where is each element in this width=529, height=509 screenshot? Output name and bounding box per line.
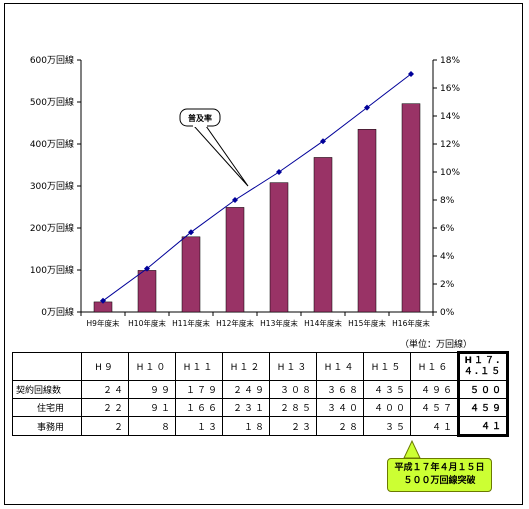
table-cell-h17: ４１ xyxy=(457,416,509,437)
y-right-tick-label: 10% xyxy=(440,168,460,178)
y-right-tick-label: 14% xyxy=(440,112,460,122)
table-cell: ３５ xyxy=(363,416,411,436)
table-cell: ３４０ xyxy=(316,398,364,417)
x-tick-label: H14年度末 xyxy=(304,318,342,328)
table-cell-h17: ５００ xyxy=(457,380,509,399)
y-right-tick-label: 18% xyxy=(440,56,460,66)
table-cell: ２４ xyxy=(81,380,129,399)
header-cell: H１３ xyxy=(269,352,317,381)
table-cell: ２２ xyxy=(81,398,129,417)
x-tick-label: H11年度末 xyxy=(172,318,210,328)
x-tick-label: H15年度末 xyxy=(348,318,386,328)
table-cell: ３０８ xyxy=(269,380,317,399)
bar xyxy=(313,157,333,313)
table-cell-h17: ４５９ xyxy=(457,398,509,417)
x-tick-label: H16年度末 xyxy=(392,318,430,328)
y-left-tick-label: 300万回線 xyxy=(30,180,74,192)
table-header-row: H９ H１０ H１１ H１２ H１３ H１４ H１５ H１６ H１７. ４.１５ xyxy=(12,351,509,381)
line-point xyxy=(144,265,150,272)
y-right-tick-label: 4% xyxy=(440,252,455,262)
y-right-tick-label: 16% xyxy=(440,84,460,94)
table-cell: ９９ xyxy=(128,380,176,399)
chart: 0万回線 100万回線 200万回線 300万回線 400万回線 500万回線 600万回線… xyxy=(30,54,461,328)
figure-frame xyxy=(4,3,523,505)
callout-line-1: 平成１７年４月１５日 xyxy=(394,463,485,473)
x-tick-label: H10年度末 xyxy=(128,318,166,328)
table-cell: ４５７ xyxy=(410,398,459,417)
y-right-tick-label: 2% xyxy=(440,280,455,290)
annotation-join xyxy=(193,124,207,127)
header-cell: H１０ xyxy=(128,352,176,381)
bar xyxy=(357,129,377,313)
table-cell: ２４９ xyxy=(222,380,270,399)
y-right-tick-label: 8% xyxy=(440,196,455,206)
table-cell: １６６ xyxy=(175,398,223,417)
line-point xyxy=(100,297,106,304)
y-left-tick-label: 500万回線 xyxy=(30,96,74,108)
x-tick-label: H12年度末 xyxy=(216,318,254,328)
callout-line-2: ５００万回線突破 xyxy=(403,476,476,486)
row-label: 契約回線数 xyxy=(12,380,82,399)
row-label: 事務用 xyxy=(12,416,82,436)
row-label: 住宅用 xyxy=(12,398,82,417)
y-left-tick-label: 0万回線 xyxy=(41,306,74,318)
x-tick-label: H13年度末 xyxy=(260,318,298,328)
x-tick-label: H9年度末 xyxy=(87,318,120,328)
bar xyxy=(225,207,245,313)
data-table: H９ H１０ H１１ H１２ H１３ H１４ H１５ H１６ H１７. ４.１５… xyxy=(12,351,509,437)
table-unit-note: （単位：万回線） xyxy=(400,340,473,350)
line-point xyxy=(232,197,238,203)
line-point xyxy=(188,229,194,236)
table-cell: ４００ xyxy=(363,398,411,417)
bar xyxy=(401,103,421,313)
table-cell: ２ xyxy=(81,416,129,436)
table-row: 住宅用 ２２ ９１ １６６ ２３１ ２８５ ３４０ ４００ ４５７ ４５９ xyxy=(12,398,509,417)
bar xyxy=(269,182,289,313)
table-corner xyxy=(12,352,82,381)
table-cell: ２３１ xyxy=(222,398,270,417)
table-cell: ４９６ xyxy=(410,380,459,399)
y-left-tick-label: 400万回線 xyxy=(30,138,74,150)
table-cell: ８ xyxy=(128,416,176,436)
y-right-tick-label: 12% xyxy=(440,140,460,150)
y-right-tick-label: 6% xyxy=(440,224,455,234)
table-cell: １８ xyxy=(222,416,270,436)
table-cell: ４３５ xyxy=(363,380,411,399)
header-cell: H１１ xyxy=(175,352,223,381)
table-cell: ３６８ xyxy=(316,380,364,399)
y-left-tick-label: 600万回線 xyxy=(30,54,74,66)
table-cell: １７９ xyxy=(175,380,223,399)
line-series-penetration-rate xyxy=(102,73,412,302)
header-cell: H１２ xyxy=(222,352,270,381)
header-cell: H１５ xyxy=(363,352,411,381)
header-cell-h17: H１７. ４.１５ xyxy=(457,351,509,381)
annotation-pointer xyxy=(192,125,249,187)
table-cell: ２８５ xyxy=(269,398,317,417)
table-row: 事務用 ２ ８ １３ １８ ２３ ２８ ３５ ４１ ４１ xyxy=(12,416,509,437)
annotation-label: 普及率 xyxy=(188,113,212,123)
table-cell: ２３ xyxy=(269,416,317,436)
milestone-callout: 平成１７年４月１５日 ５００万回線突破 xyxy=(387,458,492,492)
line-point xyxy=(276,169,282,175)
y-left-tick-label: 100万回線 xyxy=(30,264,74,276)
table-cell: ４１ xyxy=(410,416,459,436)
bar xyxy=(181,236,201,313)
table-cell: １３ xyxy=(175,416,223,436)
line-point xyxy=(320,138,326,145)
table-cell: ２８ xyxy=(316,416,364,436)
table-row: 契約回線数 ２４ ９９ １７９ ２４９ ３０８ ３６８ ４３５ ４９６ ５００ xyxy=(12,380,509,399)
header-cell: H１４ xyxy=(316,352,364,381)
bar xyxy=(137,270,157,313)
line-point xyxy=(408,71,414,77)
line-point xyxy=(364,104,370,111)
header-cell: H１６ xyxy=(410,352,459,381)
header-cell: H９ xyxy=(81,352,129,381)
table-cell: ９１ xyxy=(128,398,176,417)
y-right-tick-label: 0% xyxy=(440,308,455,318)
y-left-tick-label: 200万回線 xyxy=(30,222,74,234)
